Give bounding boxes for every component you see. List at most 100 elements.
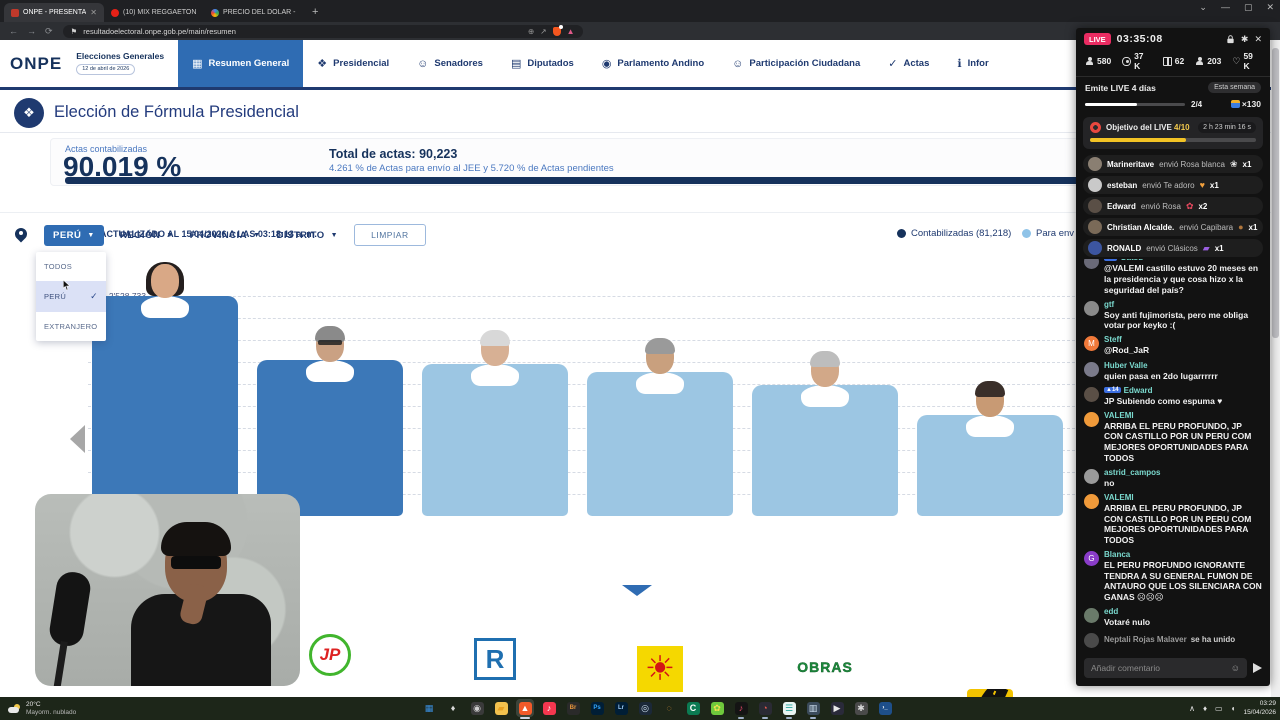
nav-item-senadores[interactable]: ☺ Senadores: [403, 40, 497, 87]
nav-item-infor[interactable]: ℹ Infor: [943, 40, 1002, 87]
clear-filters-button[interactable]: LIMPIAR: [354, 224, 426, 246]
weather-widget[interactable]: 20°C Mayorm. nublado: [8, 701, 76, 717]
file-explorer-icon[interactable]: ▰: [492, 699, 510, 717]
brave-browser-icon[interactable]: ▲: [516, 699, 534, 719]
candidate-bar-4[interactable]: ☀: [587, 338, 733, 692]
dropdown-option-extranjero[interactable]: EXTRANJERO: [36, 312, 106, 341]
actas-detail: 4.261 % de Actas para envío al JEE y 5.7…: [329, 163, 614, 174]
notepad-icon[interactable]: ☰: [780, 699, 798, 719]
carousel-prev-icon[interactable]: [70, 425, 85, 453]
nav-item-parlamento-andino[interactable]: ◉ Parlamento Andino: [588, 40, 718, 87]
system-tray: ∧ ♦ ▭ ◖ 03:29 15/04/2026: [1189, 697, 1276, 720]
close-chat-icon[interactable]: ✕: [1254, 33, 1262, 44]
tray-chevron-icon[interactable]: ∧: [1189, 704, 1195, 713]
brave-shield-icon[interactable]: [552, 24, 563, 36]
lock-icon[interactable]: [1226, 34, 1235, 44]
tab-search-icon[interactable]: ⌄: [1199, 2, 1207, 12]
filter-distrito-dropdown[interactable]: DISTRITO ▼: [276, 229, 339, 241]
candidate-bar-5[interactable]: OBRAS: [752, 351, 898, 675]
taskbar-clock[interactable]: 03:29 15/04/2026: [1243, 700, 1276, 716]
message-username[interactable]: Blanca: [1104, 549, 1131, 559]
lightroom-icon[interactable]: Lr: [612, 699, 630, 717]
message-username[interactable]: VALEMI: [1104, 410, 1134, 420]
photoshop-icon[interactable]: Ps: [588, 699, 606, 717]
media-player-icon[interactable]: ▶: [828, 699, 846, 717]
reload-icon[interactable]: ⟳: [45, 25, 53, 36]
tiktok-icon[interactable]: ♪: [732, 699, 750, 719]
live-goal-card[interactable]: Objetivo del LIVE 4/10 2 h 23 min 16 s: [1083, 117, 1263, 149]
candidate-bar-1[interactable]: [92, 262, 238, 516]
calculator-icon[interactable]: ▥: [804, 699, 822, 719]
message-username[interactable]: ▲14 Edward: [1104, 385, 1153, 395]
search-icon[interactable]: ◌: [660, 699, 678, 717]
tray-volume-icon[interactable]: ◖: [1230, 704, 1236, 713]
maximize-button[interactable]: ▢: [1243, 2, 1253, 12]
browser-tab[interactable]: PRECIO DEL DOLAR - Buscar con Go: [204, 3, 304, 22]
clock-icon[interactable]: ◔: [756, 699, 774, 719]
scroll-down-icon[interactable]: [622, 585, 652, 596]
message-username[interactable]: Huber Valle: [1104, 360, 1148, 370]
chat-message-list[interactable]: Toca botar por jp pacheking05 Ya fue Eri…: [1076, 259, 1270, 652]
send-icon[interactable]: [1253, 663, 1262, 673]
goal-title: Objetivo del LIVE 4/10: [1106, 123, 1190, 132]
url-field[interactable]: ⚑ resultadoelectoral.onpe.gob.pe/main/re…: [62, 24, 583, 38]
windows-icon[interactable]: ▦: [420, 699, 438, 717]
nav-item-actas[interactable]: ✓ Actas: [874, 40, 943, 87]
extension-icon[interactable]: ▲: [566, 26, 575, 36]
microphone-icon[interactable]: ♦: [444, 699, 462, 717]
back-icon[interactable]: ←: [9, 26, 18, 36]
avatar: [1084, 468, 1099, 484]
filter-provincia-dropdown[interactable]: PROVINCIA ▼: [189, 229, 261, 241]
bookmark-icon[interactable]: ⚑: [70, 26, 78, 36]
nav-item-participaci-n-ciudadana[interactable]: ☺ Participación Ciudadana: [718, 40, 874, 87]
candidate-bar-3[interactable]: R: [422, 330, 568, 680]
settings-gear-icon[interactable]: ✱: [1240, 33, 1249, 44]
forward-icon[interactable]: →: [27, 26, 36, 36]
music-icon[interactable]: ♪: [540, 699, 558, 717]
tray-display-icon[interactable]: ▭: [1215, 704, 1223, 713]
message-username[interactable]: ▲1Gatsu: [1104, 259, 1262, 262]
powershell-icon[interactable]: ›_: [876, 699, 894, 717]
emoji-icon[interactable]: ☺: [1230, 663, 1240, 673]
dropdown-option-perú[interactable]: PERÚ ✓: [36, 281, 106, 312]
nav-item-presidencial[interactable]: ❖ Presidencial: [303, 40, 403, 87]
zoom-icon[interactable]: ⊕: [528, 26, 535, 36]
gift-item-icon: ●: [1238, 222, 1244, 232]
actas-label: Actas contabilizadas: [65, 144, 148, 154]
candidate-bar-2[interactable]: JP: [257, 326, 403, 676]
filter-pais-dropdown[interactable]: PERÚ ▼: [44, 224, 104, 246]
chat-message: ▲1Gatsu @VALEMI castillo estuvo 20 meses…: [1084, 259, 1262, 295]
filter-region-dropdown[interactable]: REGIÓN ▼: [119, 229, 174, 241]
share-icon[interactable]: ↗: [540, 26, 547, 36]
message-username[interactable]: edd: [1104, 606, 1119, 616]
scrollbar-thumb[interactable]: [1272, 48, 1279, 338]
steam-glyph: ◎: [638, 701, 652, 715]
browser-tab[interactable]: ONPE - PRESENTACIÓN DE RESU ✕: [4, 3, 104, 22]
message-username[interactable]: VALEMI: [1104, 492, 1134, 502]
browser-tab[interactable]: (10) MIX REGGAETON OLD SCHO: [104, 3, 204, 22]
results-bar-chart: 252,873505,747758,6201'011,4931'264,3671…: [88, 250, 1080, 697]
tab-close-icon[interactable]: ✕: [90, 8, 97, 17]
settings-icon[interactable]: ✱: [852, 699, 870, 717]
nav-item-resumen-general[interactable]: ▦ Resumen General: [178, 40, 304, 87]
message-username[interactable]: gtf: [1104, 299, 1115, 309]
minimize-button[interactable]: —: [1220, 2, 1230, 12]
candidate-bar-6[interactable]: País para Todos: [917, 381, 1063, 697]
green-app-icon[interactable]: ✿: [708, 699, 726, 717]
dropdown-option-todos[interactable]: TODOS: [36, 252, 106, 281]
camtasia-icon[interactable]: C: [684, 699, 702, 717]
close-button[interactable]: ✕: [1266, 2, 1274, 12]
check-icon: ✓: [90, 291, 98, 301]
message-username[interactable]: astrid_campos: [1104, 467, 1161, 477]
page-scrollbar[interactable]: [1271, 40, 1280, 697]
microphone-glyph: ♦: [450, 703, 456, 713]
camera-icon[interactable]: ◉: [468, 699, 486, 717]
new-tab-button[interactable]: +: [312, 6, 319, 18]
tray-mic-icon[interactable]: ♦: [1202, 704, 1208, 713]
bridge-icon[interactable]: Br: [564, 699, 582, 717]
steam-icon[interactable]: ◎: [636, 699, 654, 717]
gridline: [88, 383, 1080, 385]
message-username[interactable]: Steff: [1104, 335, 1122, 345]
comment-input[interactable]: Añadir comentario ☺: [1084, 658, 1247, 678]
nav-item-diputados[interactable]: ▤ Diputados: [497, 40, 588, 87]
